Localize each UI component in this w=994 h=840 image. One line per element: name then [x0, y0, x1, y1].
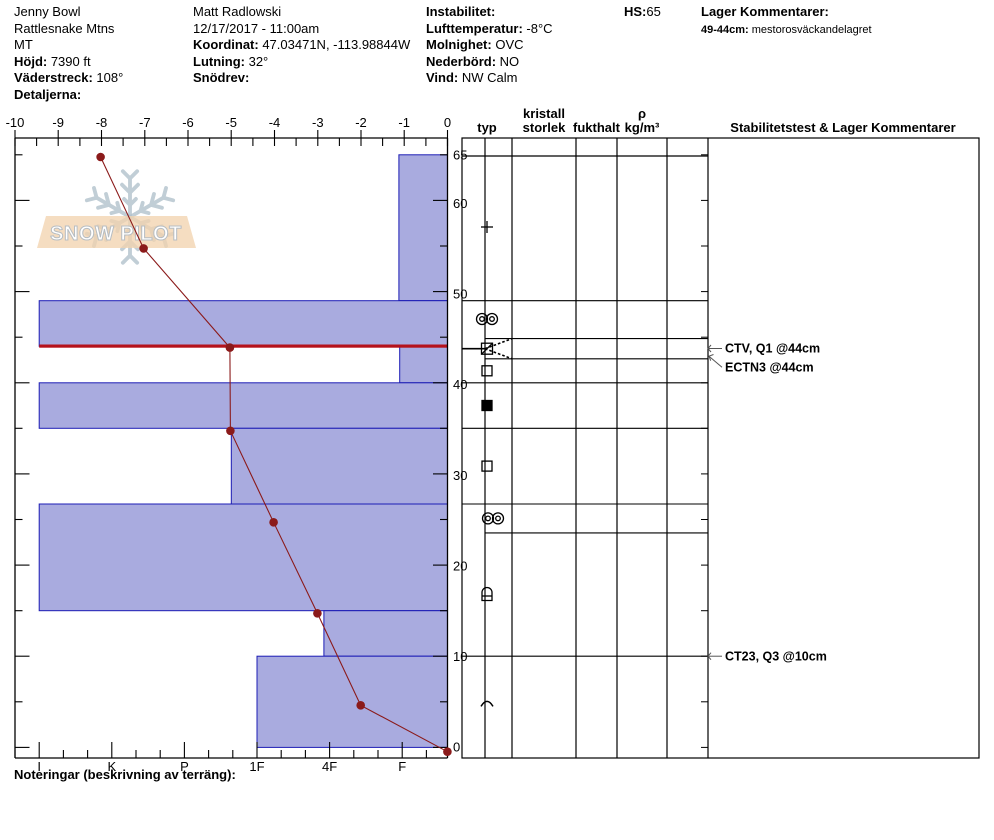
svg-text:storlek: storlek	[523, 120, 566, 135]
svg-text:typ: typ	[477, 120, 497, 135]
svg-text:kg/m³: kg/m³	[625, 120, 660, 135]
svg-text:Stabilitetstest & Lager Kommen: Stabilitetstest & Lager Kommentarer	[730, 120, 955, 135]
svg-text:CT23, Q3 @10cm: CT23, Q3 @10cm	[725, 650, 827, 664]
svg-text:ρ: ρ	[638, 106, 646, 121]
svg-text:CTV, Q1 @44cm: CTV, Q1 @44cm	[725, 342, 820, 356]
svg-text:ECTN3 @44cm: ECTN3 @44cm	[725, 360, 814, 374]
svg-text:fukthalt: fukthalt	[573, 120, 621, 135]
svg-text:kristall: kristall	[523, 106, 565, 121]
